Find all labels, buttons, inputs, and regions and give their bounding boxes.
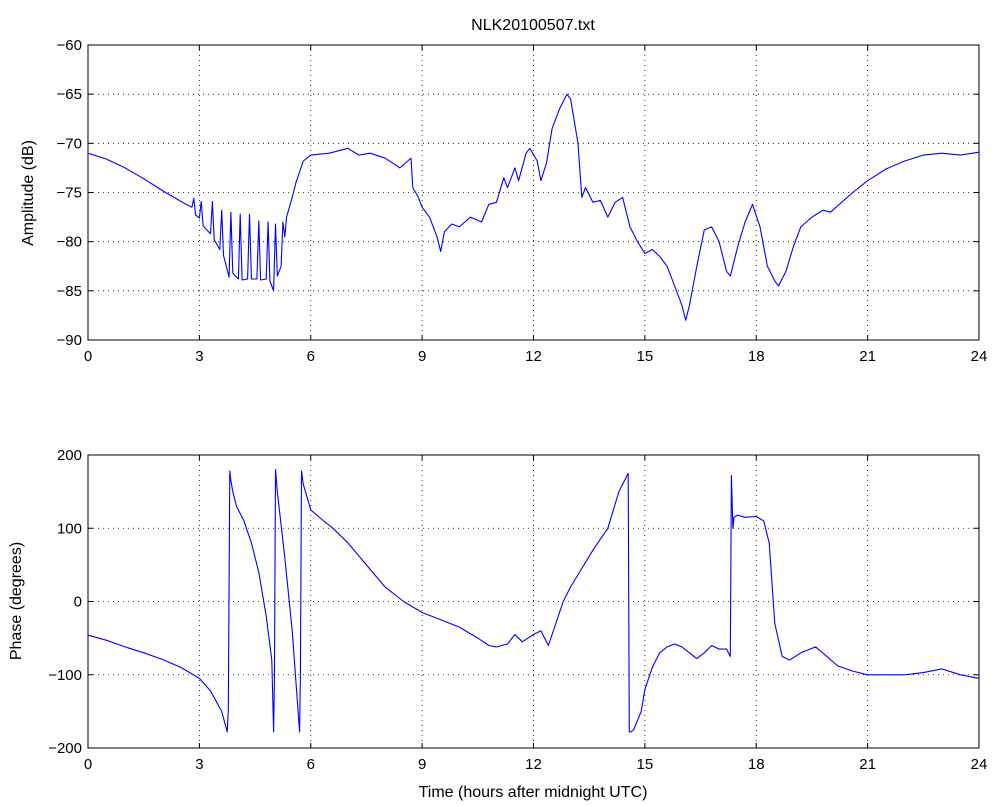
amplitude-grid: [88, 45, 979, 340]
amplitude-x-tick-label: 15: [637, 348, 654, 365]
phase-x-tick-label: 15: [637, 756, 654, 773]
phase-series-line: [87, 469, 980, 733]
phase-y-tick-label: 200: [57, 447, 82, 464]
amplitude-x-tick-label: 18: [748, 348, 765, 365]
phase-x-tick-label: 24: [971, 756, 988, 773]
amplitude-series-line: [87, 93, 980, 321]
amplitude-x-tick-label: 6: [307, 348, 315, 365]
phase-x-tick-label: 9: [418, 756, 426, 773]
amplitude-x-tick-label: 3: [195, 348, 203, 365]
amplitude-y-tick-label: −80: [57, 234, 82, 251]
amplitude-y-tick-label: −70: [57, 135, 82, 152]
phase-x-tick-label: 12: [525, 756, 542, 773]
amplitude-y-tick-label: −85: [57, 283, 82, 300]
chart-title: NLK20100507.txt: [471, 17, 595, 34]
phase-y-axis-label: Phase (degrees): [8, 542, 25, 660]
phase-x-tick-label: 3: [195, 756, 203, 773]
amplitude-y-tick-label: −90: [57, 332, 82, 349]
amplitude-y-tick-label: −65: [57, 86, 82, 103]
phase-x-tick-label: 21: [859, 756, 876, 773]
phase-x-tick-label: 18: [748, 756, 765, 773]
amplitude-x-tick-label: 21: [859, 348, 876, 365]
amplitude-x-tick-label: 0: [84, 348, 92, 365]
amplitude-x-tick-label: 12: [525, 348, 542, 365]
phase-y-tick-label: −200: [48, 740, 82, 757]
amplitude-x-tick-label: 9: [418, 348, 426, 365]
phase-y-tick-label: 0: [74, 594, 82, 611]
amplitude-y-tick-label: −75: [57, 185, 82, 202]
amplitude-x-tick-label: 24: [971, 348, 988, 365]
time-x-axis-label: Time (hours after midnight UTC): [419, 784, 648, 801]
phase-y-tick-label: −100: [48, 667, 82, 684]
amplitude-plot: NLK20100507.txt Amplitude (dB) 0 3 6 9 12 15 1…: [20, 17, 987, 365]
phase-x-tick-label: 0: [84, 756, 92, 773]
phase-y-tick-label: 100: [57, 520, 82, 537]
amplitude-y-tick-label: −60: [57, 37, 82, 54]
amplitude-y-axis-label: Amplitude (dB): [20, 140, 37, 246]
phase-grid: [88, 455, 979, 748]
phase-plot: Phase (degrees) Time (hours after midnig…: [8, 447, 987, 801]
phase-x-tick-label: 6: [307, 756, 315, 773]
